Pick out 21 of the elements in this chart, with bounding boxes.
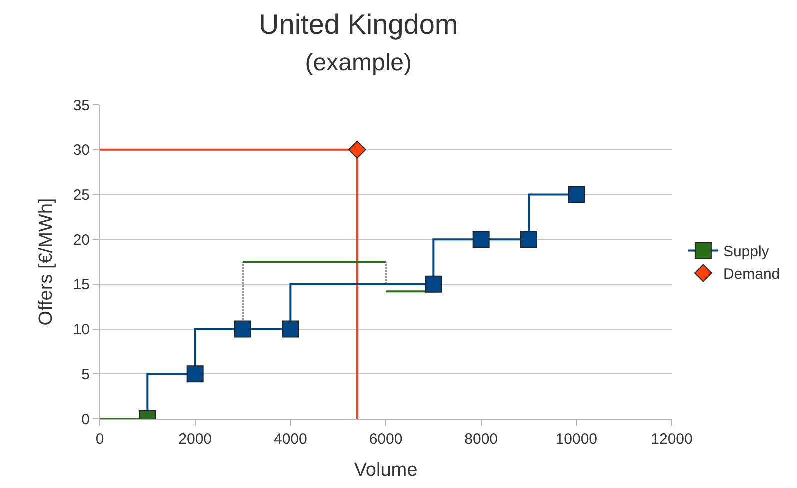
- x-tick-label: 12000: [651, 431, 693, 448]
- y-tick-label: 10: [73, 322, 90, 339]
- y-tick-label: 20: [73, 232, 90, 249]
- x-tick-label: 10000: [556, 431, 598, 448]
- y-tick-label: 0: [82, 411, 90, 428]
- x-tick-label: 8000: [464, 431, 498, 448]
- x-tick-label: 4000: [274, 431, 308, 448]
- y-tick-label: 25: [73, 186, 90, 204]
- x-tick-label: 2000: [178, 431, 212, 448]
- y-tick-label: 15: [73, 276, 90, 294]
- x-axis-title: Volume: [354, 460, 418, 481]
- chart-title: United Kingdom: [259, 9, 458, 40]
- x-tick-label: 6000: [369, 431, 403, 448]
- y-tick-label: 5: [82, 366, 90, 384]
- legend-label: Demand: [723, 266, 780, 284]
- y-tick-label: 35: [73, 97, 90, 114]
- chart-subtitle: (example): [305, 50, 412, 77]
- x-tick-label: 0: [96, 431, 104, 448]
- legend-label: Supply: [723, 244, 770, 261]
- y-axis-title: Offers [€/MWh]: [36, 198, 58, 326]
- y-tick-label: 30: [73, 142, 90, 160]
